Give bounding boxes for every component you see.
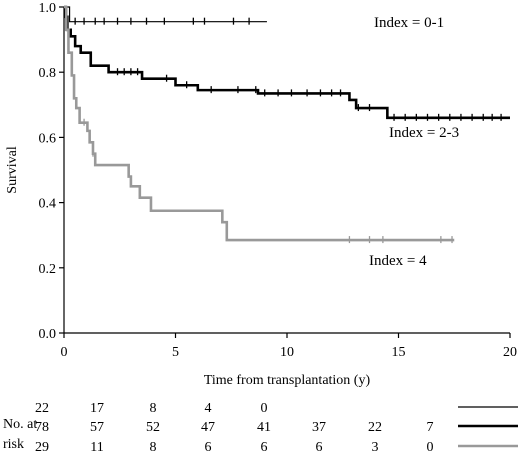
curve-label-index-0-1: Index = 0-1: [374, 15, 444, 31]
x-tick-label: 5: [172, 345, 179, 360]
y-tick-label: 0.0: [39, 327, 57, 342]
x-ticks: 0 5 10 15 20: [61, 333, 517, 360]
curve-label-index-4: Index = 4: [369, 253, 427, 269]
y-tick-label: 0.2: [39, 262, 57, 277]
risk-count: 8: [150, 401, 157, 416]
risk-count: 7: [427, 420, 434, 435]
series-layer: [64, 5, 510, 244]
y-tick-label: 0.4: [39, 197, 57, 212]
risk-count: 4: [205, 401, 212, 416]
series-line-1: [64, 5, 510, 120]
risk-table-label-line2: risk: [3, 437, 24, 452]
risk-count: 37: [312, 420, 326, 435]
series-line-0: [64, 6, 267, 23]
curve-label-index-2-3: Index = 2-3: [389, 125, 459, 141]
x-tick-label: 15: [392, 345, 406, 360]
risk-count: 47: [201, 420, 215, 435]
risk-count: 29: [35, 440, 49, 455]
risk-count: 11: [90, 440, 103, 455]
y-ticks: 0.0 0.2 0.4 0.6 0.8 1.0: [39, 1, 64, 342]
risk-count: 78: [35, 420, 49, 435]
risk-table-label-line1: No. at: [3, 417, 37, 432]
risk-count: 52: [146, 420, 160, 435]
risk-count: 41: [257, 420, 271, 435]
risk-count: 17: [90, 401, 104, 416]
risk-count: 0: [261, 401, 268, 416]
axes: [63, 7, 510, 334]
risk-count: 6: [316, 440, 323, 455]
risk-count: 57: [90, 420, 104, 435]
x-tick-label: 20: [503, 345, 517, 360]
risk-count: 6: [261, 440, 268, 455]
x-tick-label: 10: [280, 345, 294, 360]
x-axis-title: Time from transplantation (y): [204, 373, 371, 388]
y-tick-label: 0.6: [39, 131, 57, 146]
risk-count: 0: [427, 440, 434, 455]
risk-count: 6: [205, 440, 212, 455]
risk-count: 22: [368, 420, 382, 435]
series-line-2: [64, 5, 455, 242]
risk-count: 3: [372, 440, 379, 455]
risk-table: No. at risk 22 17 8 4 0 78 57 52 47 41 37 22 7 29 11 8 6…: [3, 401, 518, 455]
y-tick-label: 1.0: [39, 1, 57, 16]
y-tick-label: 0.8: [39, 66, 57, 81]
y-axis-title: Survival: [5, 146, 20, 194]
x-tick-label: 0: [61, 345, 68, 360]
risk-count: 8: [150, 440, 157, 455]
risk-count: 22: [35, 401, 49, 416]
